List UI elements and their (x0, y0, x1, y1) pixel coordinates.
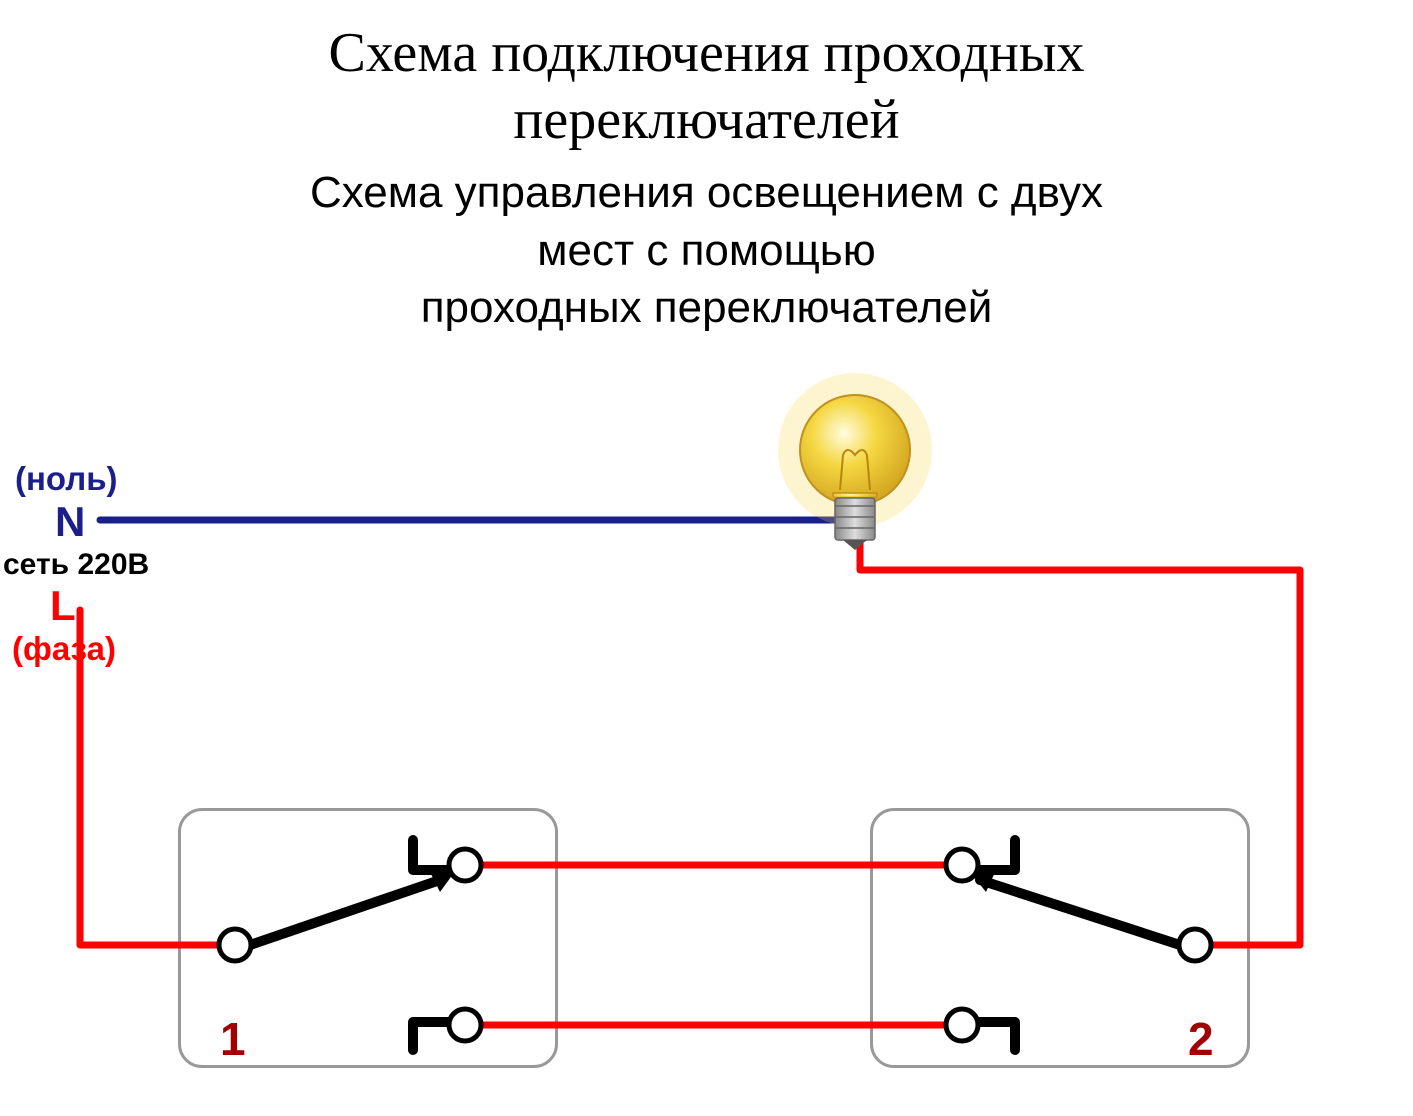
phase-wire-to-sw1 (80, 610, 218, 945)
sw2-bot-leg (978, 1022, 1015, 1050)
terminal-s2-bot (946, 1009, 978, 1041)
terminal-s2-common (1179, 929, 1211, 961)
sw2-lever (980, 880, 1180, 945)
sw1-bot-leg (413, 1022, 450, 1050)
sw1-lever (250, 880, 440, 945)
sw1-top-leg (413, 840, 450, 870)
wiring-diagram-icon (0, 0, 1413, 1116)
phase-wire-to-bulb (860, 540, 1300, 945)
sw2-top-leg (978, 840, 1015, 870)
terminal-s1-common (219, 929, 251, 961)
terminal-s2-top (946, 849, 978, 881)
terminal-s1-top (449, 849, 481, 881)
terminal-s1-bot (449, 1009, 481, 1041)
